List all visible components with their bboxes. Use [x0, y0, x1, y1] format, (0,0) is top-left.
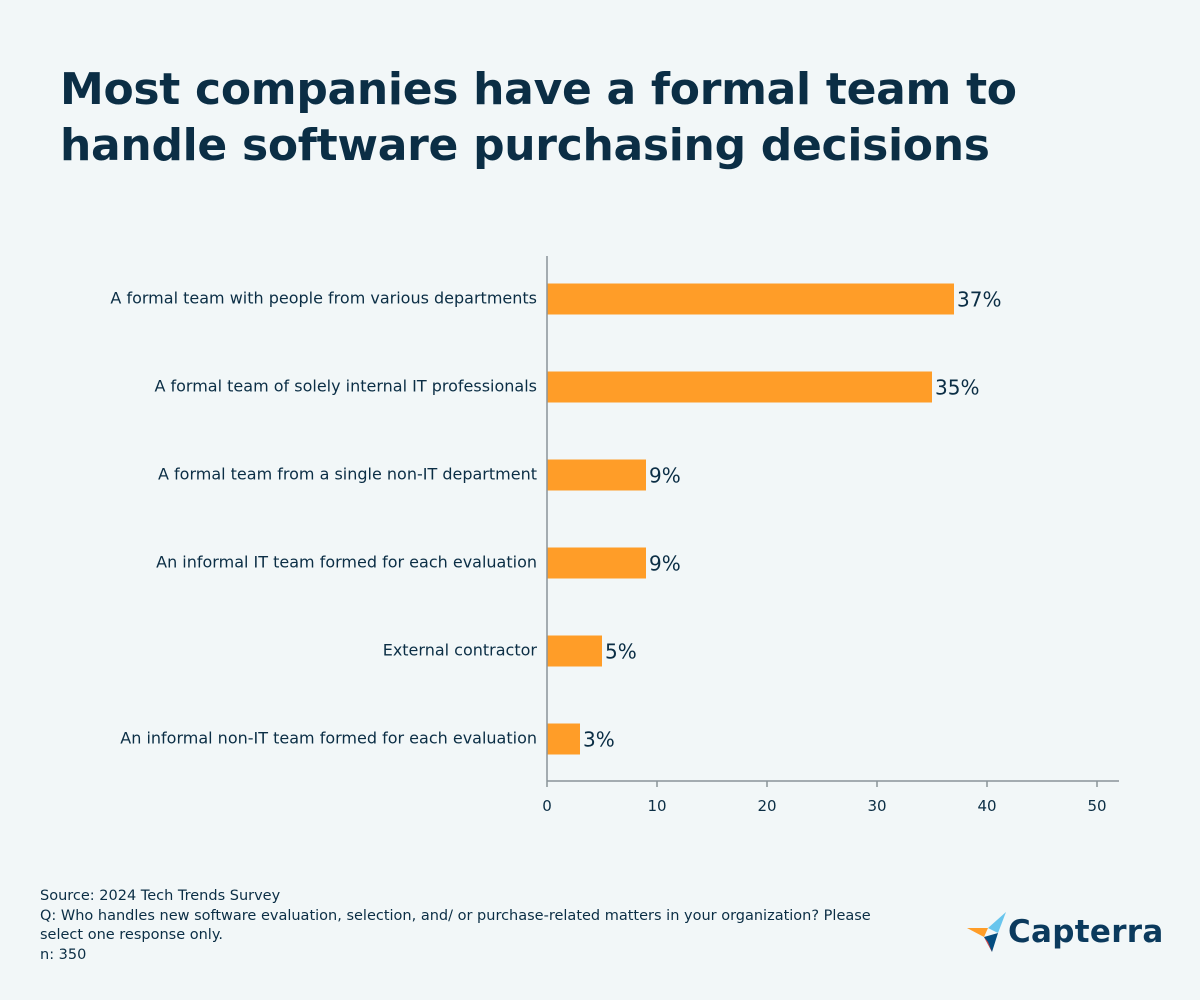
category-label-4: An informal IT team formed for each eval… [156, 553, 537, 572]
value-label-4: 9% [649, 552, 681, 576]
category-label-6: An informal non-IT team formed for each … [120, 729, 537, 748]
x-tick-label-2: 10 [647, 797, 666, 815]
value-label-5: 5% [605, 640, 637, 664]
x-ticks-group: 0 10 20 30 40 50 [542, 781, 1107, 815]
capterra-logo-icon [967, 912, 1006, 952]
x-tick-label-3: 20 [757, 797, 776, 815]
labels-group: A formal team with people from various d… [110, 288, 1001, 752]
category-label-3: A formal team from a single non-IT depar… [158, 465, 537, 484]
bar-3 [547, 459, 646, 491]
bar-chart: 0 10 20 30 40 50 A formal team with people fr… [110, 256, 1119, 815]
chart-title: Most companies have a formal team to han… [60, 64, 1017, 171]
capterra-logo-text: Capterra [1008, 914, 1164, 950]
source-note: Source: 2024 Tech Trends Survey [40, 888, 281, 904]
category-label-5: External contractor [383, 641, 538, 660]
capterra-logo: Capterra [966, 910, 1164, 954]
bar-5 [547, 635, 602, 667]
sample-size-note: n: 350 [40, 946, 87, 963]
x-tick-label-1: 0 [542, 797, 552, 815]
value-label-3: 9% [649, 464, 681, 488]
category-label-2: A formal team of solely internal IT prof… [154, 377, 537, 396]
x-tick-label-5: 40 [977, 797, 996, 815]
footnote: Source: 2024 Tech Trends Survey Q: Who h… [40, 887, 910, 965]
value-label-1: 37% [957, 288, 1001, 312]
bar-2 [547, 371, 932, 403]
bar-6 [547, 723, 580, 755]
category-label-1: A formal team with people from various d… [110, 289, 537, 308]
bar-1 [547, 283, 954, 315]
value-label-2: 35% [935, 376, 979, 400]
bars-group [547, 283, 954, 755]
x-tick-label-6: 50 [1087, 797, 1106, 815]
value-label-6: 3% [583, 728, 615, 752]
bar-4 [547, 547, 646, 579]
question-note: Q: Who handles new software evaluation, … [40, 907, 871, 944]
x-tick-label-4: 30 [867, 797, 886, 815]
